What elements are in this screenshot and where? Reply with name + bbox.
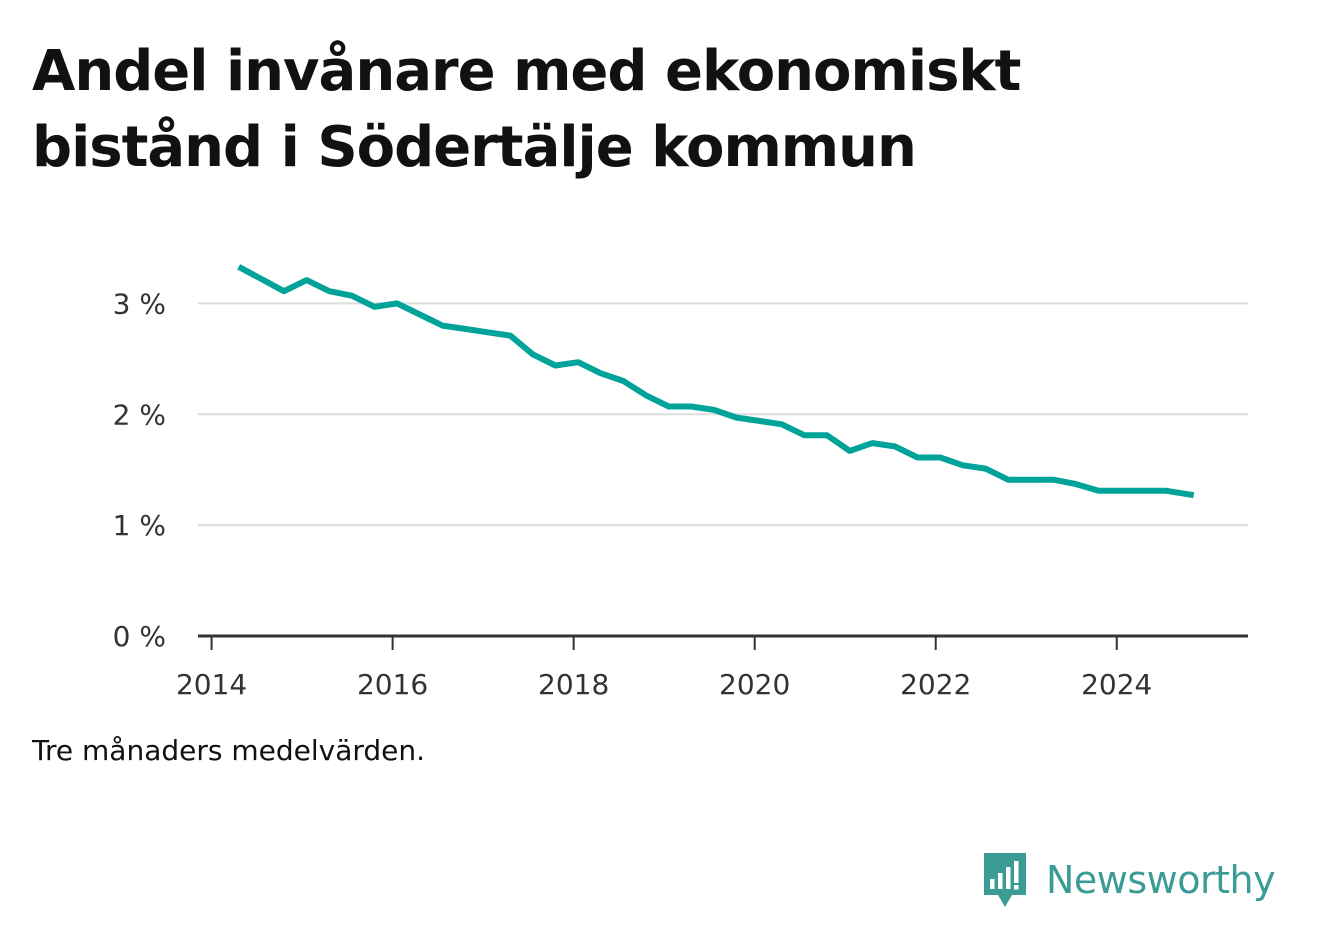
- x-tick-label: 2024: [1081, 668, 1152, 701]
- x-axis: [198, 634, 1248, 650]
- x-tick-label: 2020: [719, 668, 790, 701]
- y-axis-tick-labels: 0 % 1 % 2 % 3 %: [113, 287, 166, 653]
- newsworthy-logo-icon: [984, 853, 1026, 907]
- x-tick-label: 2018: [538, 668, 609, 701]
- x-axis-tick-labels: 2014 2016 2018 2020 2022 2024: [176, 668, 1152, 701]
- chart-title: Andel invånare med ekonomiskt bistånd i …: [32, 39, 1021, 180]
- y-tick-label: 1 %: [113, 509, 166, 542]
- x-tick-label: 2022: [900, 668, 971, 701]
- x-tick-label: 2014: [176, 668, 247, 701]
- x-tick-label: 2016: [357, 668, 428, 701]
- series-line: [237, 264, 1195, 499]
- newsworthy-logo: Newsworthy: [980, 848, 1276, 912]
- brand-name: Newsworthy: [1046, 858, 1276, 902]
- y-tick-label: 2 %: [113, 398, 166, 431]
- chart-footnote: Tre månaders medelvärden.: [32, 734, 426, 767]
- y-tick-label: 3 %: [113, 287, 166, 320]
- data-series: [237, 264, 1195, 499]
- y-tick-label: 0 %: [113, 620, 166, 653]
